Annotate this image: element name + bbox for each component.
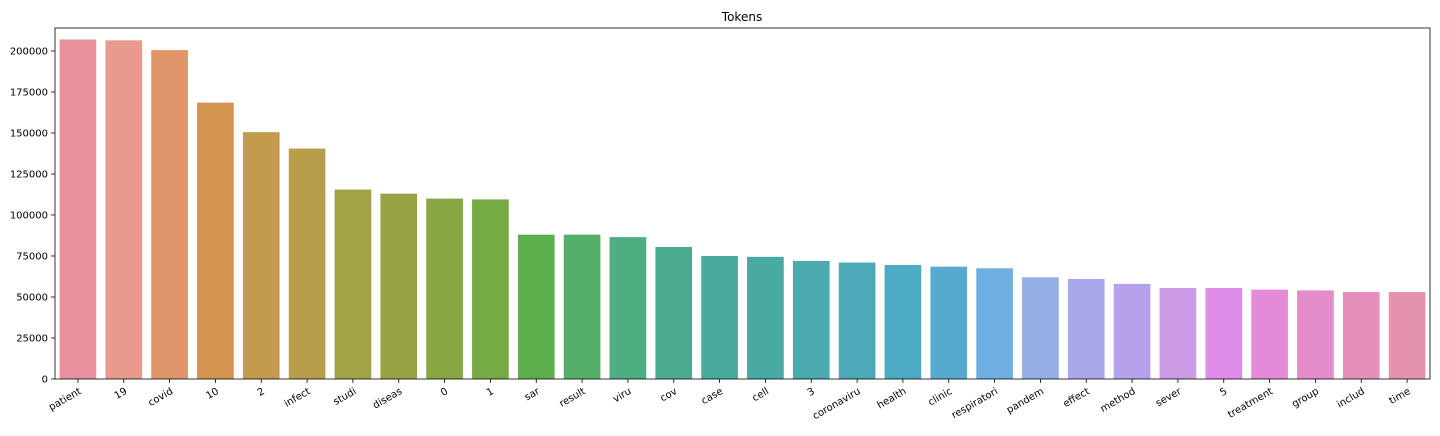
- x-tick-label-sar: sar: [523, 386, 543, 404]
- x-tick-label-viru: viru: [611, 386, 633, 405]
- chart-title: Tokens: [721, 10, 762, 24]
- bar-cell: [747, 256, 784, 379]
- bar-result: [563, 234, 601, 379]
- x-tick-label-cell: cell: [751, 386, 771, 404]
- bar-studi: [334, 189, 372, 379]
- bar-covid: [151, 50, 188, 379]
- y-tick-label: 150000: [10, 128, 48, 139]
- bar-time: [1388, 292, 1426, 379]
- x-tick-label-treatment: treatment: [1226, 386, 1275, 421]
- bar-10: [197, 102, 234, 379]
- y-tick-label: 100000: [10, 210, 48, 221]
- x-tick-label-studi: studi: [332, 386, 359, 408]
- x-axis: patient 19 covid 10 2 infect studi diseas 0 1 sar r…: [47, 379, 1413, 422]
- x-tick-label-respiratori: respiratori: [950, 386, 1000, 421]
- bar-coronaviru: [838, 262, 876, 379]
- bar-diseas: [380, 193, 418, 379]
- bar-5: [1205, 287, 1243, 379]
- bar-pandem: [1022, 277, 1059, 379]
- x-tick-label-1: 1: [485, 386, 496, 399]
- bar-cov: [655, 246, 693, 379]
- bar-clinic: [930, 266, 968, 379]
- bar-treatment: [1251, 289, 1288, 379]
- bar-0: [426, 198, 463, 379]
- x-tick-label-19: 19: [113, 386, 130, 402]
- bar-1: [472, 199, 509, 379]
- x-tick-label-coronaviru: coronaviru: [811, 386, 863, 422]
- x-tick-label-health: health: [876, 386, 909, 411]
- x-tick-label-time: time: [1388, 386, 1413, 407]
- bar-method: [1113, 283, 1151, 379]
- x-tick-label-diseas: diseas: [371, 386, 404, 411]
- bar-sever: [1159, 287, 1197, 379]
- bar-19: [105, 40, 143, 380]
- y-tick-label: 0: [42, 375, 48, 386]
- x-tick-label-case: case: [700, 386, 725, 407]
- x-tick-label-infect: infect: [283, 386, 313, 410]
- y-tick-label: 75000: [16, 251, 48, 262]
- x-tick-label-clinic: clinic: [927, 386, 955, 408]
- bar-infect: [288, 148, 326, 379]
- x-tick-label-result: result: [558, 386, 588, 410]
- bar-sar: [517, 234, 555, 379]
- y-axis: 0 25000 50000 75000 100000 125000 150000 175000…: [10, 46, 55, 386]
- bar-respiratori: [976, 268, 1013, 379]
- x-tick-label-covid: covid: [146, 386, 175, 409]
- x-tick-label-sever: sever: [1154, 386, 1184, 410]
- plot-frame: [54, 27, 1431, 380]
- x-tick-label-0: 0: [439, 386, 450, 399]
- bar-3: [792, 260, 830, 379]
- bar-case: [701, 255, 738, 379]
- x-tick-label-includ: includ: [1335, 386, 1367, 411]
- y-tick-label: 50000: [16, 292, 48, 303]
- bar-viru: [609, 237, 647, 379]
- bar-2: [242, 132, 280, 379]
- bar-includ: [1342, 292, 1380, 379]
- bar-effect: [1067, 278, 1105, 379]
- x-tick-label-patient: patient: [47, 386, 83, 413]
- x-tick-label-10: 10: [204, 386, 221, 402]
- bar-health: [884, 265, 922, 379]
- y-tick-label: 200000: [10, 46, 48, 57]
- x-tick-label-effect: effect: [1061, 386, 1091, 410]
- x-tick-label-5: 5: [1218, 386, 1229, 399]
- x-tick-label-3: 3: [806, 386, 817, 399]
- y-tick-label: 175000: [10, 87, 48, 98]
- x-tick-label-2: 2: [256, 386, 267, 399]
- y-tick-label: 125000: [10, 169, 48, 180]
- y-tick-label: 25000: [16, 334, 48, 345]
- bar-patient: [59, 39, 97, 379]
- x-tick-label-group: group: [1290, 386, 1321, 410]
- bar-group: [1297, 290, 1334, 379]
- x-tick-label-cov: cov: [659, 386, 680, 404]
- bars-group: [59, 39, 1426, 380]
- x-tick-label-pandem: pandem: [1005, 386, 1046, 416]
- x-tick-label-method: method: [1099, 386, 1138, 415]
